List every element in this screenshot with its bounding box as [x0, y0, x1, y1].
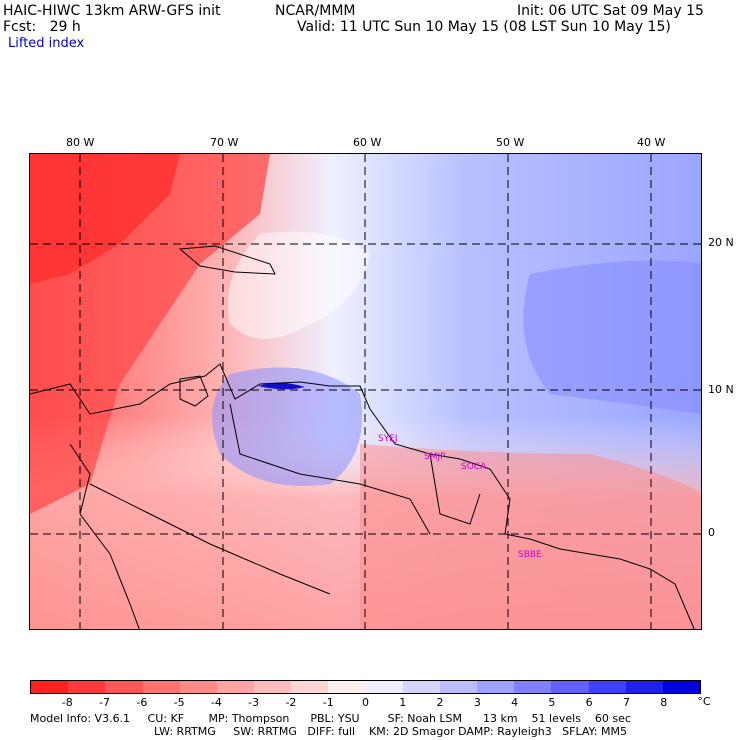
colorbar-segment — [514, 681, 552, 693]
coastline-maracaibo — [179, 375, 209, 407]
colorbar-tick-label: 4 — [511, 696, 519, 709]
colorbar-tick-label: 1 — [399, 696, 407, 709]
coastline-south-america — [30, 363, 695, 629]
colorbar-tick-label: 6 — [585, 696, 593, 709]
model-info-line1: Model Info: V3.6.1 CU: KF MP: Thompson P… — [30, 712, 631, 725]
colorbar-tick-label: -1 — [322, 696, 334, 709]
colorbar-tick-label: 5 — [548, 696, 556, 709]
station-sbbe: SBBE — [518, 550, 542, 560]
field-name: Lifted index — [8, 36, 85, 51]
border-venezuela — [229, 403, 431, 535]
colorbar-tick-label: -8 — [61, 696, 73, 709]
colorbar-segment — [68, 681, 106, 693]
colorbar-segment — [551, 681, 589, 693]
colorbar-segment — [402, 681, 440, 693]
colorbar-segment — [105, 681, 143, 693]
colorbar-segment — [179, 681, 217, 693]
lat-label-eq: 0 — [708, 526, 715, 539]
colorbar-segment — [588, 681, 626, 693]
neutral-patch — [228, 231, 370, 339]
lon-label-80w: 80 W — [66, 136, 95, 149]
colorbar-tick-label: 0 — [362, 696, 369, 709]
lon-label-40w: 40 W — [637, 136, 666, 149]
station-smjp: SMJP — [424, 452, 446, 462]
colorbar-tick-label: 3 — [473, 696, 481, 709]
lifted-index-map: SYEJ SMJP SOCA SBBE — [29, 153, 702, 630]
colorbar-tick-label: -3 — [248, 696, 260, 709]
colorbar-segment — [254, 681, 292, 693]
station-syej: SYEJ — [378, 434, 398, 444]
colorbar-tick-label: 8 — [660, 696, 668, 709]
map-canvas — [30, 154, 701, 629]
colorbar-tick-label: -7 — [99, 696, 111, 709]
forecast-hour: Fcst: 29 h — [3, 19, 81, 35]
graticule — [30, 154, 701, 629]
colorbar-unit: °C — [697, 695, 711, 708]
lat-label-20n: 20 N — [708, 236, 734, 249]
colorbar-segment — [142, 681, 180, 693]
station-soca: SOCA — [461, 462, 487, 472]
colorbar-segment — [439, 681, 478, 693]
warm-core-west — [30, 154, 180, 284]
org-label: NCAR/MMM — [275, 3, 356, 19]
border-guyanas — [429, 453, 481, 525]
colorbar-segment — [625, 681, 663, 693]
coastline-hispaniola — [178, 245, 276, 275]
lat-label-10n: 10 N — [708, 383, 734, 396]
colorbar-segment — [662, 681, 701, 693]
border-colombia — [89, 483, 331, 595]
colorbar-tick-label: 7 — [622, 696, 630, 709]
colorbar-tick-label: -5 — [173, 696, 185, 709]
colorbar-tick-label: -4 — [210, 696, 222, 709]
colorbar-tick-label: -2 — [285, 696, 297, 709]
init-time: Init: 06 UTC Sat 09 May 15 — [517, 3, 704, 19]
warm-region-brazil — [360, 444, 701, 629]
colorbar-tick-label: 2 — [436, 696, 444, 709]
colorbar — [30, 680, 701, 694]
valid-time: Valid: 11 UTC Sun 10 May 15 (08 LST Sun … — [297, 19, 671, 35]
cold-core — [258, 382, 305, 390]
colorbar-segment — [291, 681, 329, 693]
colorbar-tick-label: -6 — [136, 696, 148, 709]
cold-patch-atlantic — [523, 260, 701, 414]
lon-label-70w: 70 W — [210, 136, 239, 149]
colorbar-segment — [216, 681, 255, 693]
cold-patch-venezuela — [212, 367, 362, 486]
lon-label-50w: 50 W — [496, 136, 525, 149]
colorbar-segment — [365, 681, 403, 693]
model-info-line2: LW: RRTMG SW: RRTMG DIFF: full KM: 2D Sm… — [154, 725, 627, 738]
model-title: HAIC-HIWC 13km ARW-GFS init — [3, 3, 221, 19]
colorbar-segment — [477, 681, 515, 693]
lon-label-60w: 60 W — [353, 136, 382, 149]
colorbar-segment — [328, 681, 366, 693]
colorbar-segment — [31, 681, 69, 693]
